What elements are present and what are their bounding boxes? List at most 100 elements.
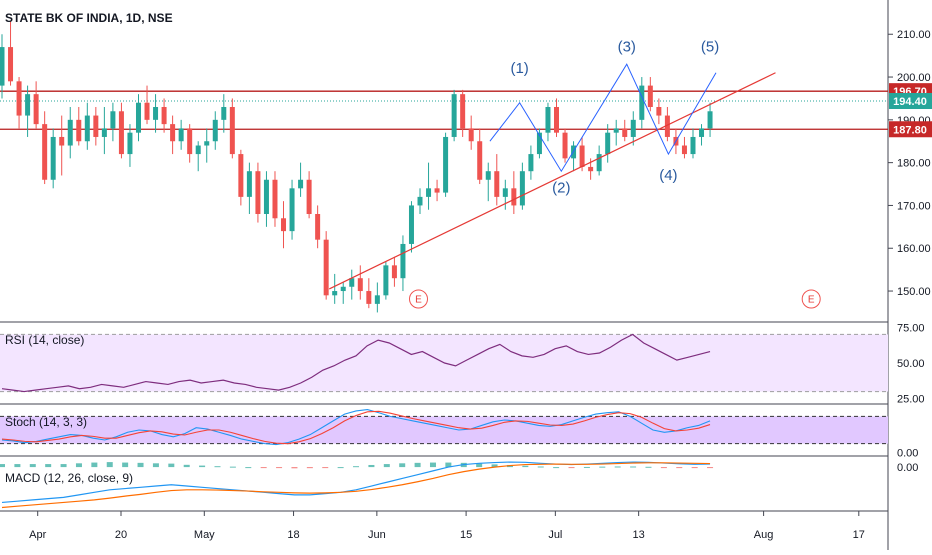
candle-body[interactable] <box>553 107 559 133</box>
candle-body[interactable] <box>161 107 167 125</box>
candle-body[interactable] <box>67 119 73 146</box>
candle-body[interactable] <box>263 179 269 214</box>
candle-body[interactable] <box>59 136 65 146</box>
candle-body[interactable] <box>485 171 491 180</box>
candle-body[interactable] <box>110 111 116 129</box>
candle-body[interactable] <box>707 111 713 129</box>
candle-body[interactable] <box>613 128 619 133</box>
candle-body[interactable] <box>315 214 321 240</box>
candle-body[interactable] <box>400 243 406 279</box>
candle-body[interactable] <box>664 115 670 137</box>
candle-body[interactable] <box>391 265 397 279</box>
candle-body[interactable] <box>639 85 645 120</box>
candle-body[interactable] <box>511 188 517 206</box>
trendline[interactable] <box>328 72 776 290</box>
candle-body[interactable] <box>596 154 602 172</box>
candle-body[interactable] <box>195 145 201 155</box>
candle-body[interactable] <box>144 102 150 120</box>
candle-body[interactable] <box>588 166 594 172</box>
macd-histogram-bar <box>137 462 144 468</box>
candle-body[interactable] <box>178 128 184 142</box>
stoch-k-line[interactable] <box>1 408 711 446</box>
candle-body[interactable] <box>101 128 107 137</box>
candle-body[interactable] <box>536 132 542 155</box>
stoch-d-line[interactable] <box>1 410 711 445</box>
candle-body[interactable] <box>118 111 124 155</box>
earnings-event-marker[interactable] <box>801 289 821 309</box>
candle-body[interactable] <box>170 124 176 142</box>
candle-body[interactable] <box>622 128 628 137</box>
candle-body[interactable] <box>281 218 287 232</box>
candle-body[interactable] <box>229 107 235 155</box>
elliott-wave-path[interactable] <box>489 63 717 173</box>
candle-body[interactable] <box>494 171 500 197</box>
candle-body[interactable] <box>221 107 227 120</box>
candle-body[interactable] <box>349 278 355 287</box>
candle-body[interactable] <box>246 171 252 197</box>
candle-body[interactable] <box>153 107 159 120</box>
candle-body[interactable] <box>519 171 525 206</box>
candle-body[interactable] <box>298 179 304 189</box>
earnings-event-marker[interactable] <box>409 289 428 309</box>
candle-body[interactable] <box>238 154 244 197</box>
candle-body[interactable] <box>690 136 696 155</box>
candle-body[interactable] <box>681 145 687 155</box>
candle-body[interactable] <box>545 107 551 133</box>
candle-body[interactable] <box>212 119 218 142</box>
candle-body[interactable] <box>699 128 705 137</box>
candle-body[interactable] <box>204 141 210 146</box>
candle-body[interactable] <box>8 47 14 82</box>
candle-body[interactable] <box>417 196 423 206</box>
candle-body[interactable] <box>579 145 585 167</box>
price-tick-label: 160.00 <box>897 243 931 255</box>
candle-body[interactable] <box>33 94 39 125</box>
earnings-event-label: E <box>415 295 422 306</box>
candle-body[interactable] <box>135 102 141 133</box>
candle-body[interactable] <box>468 128 474 142</box>
wave-label: (1) <box>510 60 528 77</box>
candle-body[interactable] <box>434 188 440 193</box>
candle-body[interactable] <box>340 286 346 292</box>
candle-body[interactable] <box>255 171 261 214</box>
candle-body[interactable] <box>408 205 414 244</box>
candle-body[interactable] <box>357 278 363 292</box>
candle-body[interactable] <box>451 94 457 137</box>
candle-body[interactable] <box>460 94 466 129</box>
macd-histogram-bar <box>491 464 498 468</box>
candle-body[interactable] <box>93 115 99 137</box>
candle-body[interactable] <box>187 128 193 155</box>
candle-body[interactable] <box>76 119 82 142</box>
candle-body[interactable] <box>426 188 432 197</box>
candle-body[interactable] <box>656 107 662 116</box>
candle-body[interactable] <box>289 188 295 232</box>
candle-body[interactable] <box>374 295 380 304</box>
candle-body[interactable] <box>605 132 611 155</box>
candle-body[interactable] <box>25 94 31 116</box>
macd-histogram-bar <box>645 466 652 468</box>
candle-body[interactable] <box>16 81 22 116</box>
candle-body[interactable] <box>50 136 56 180</box>
candle-body[interactable] <box>332 291 338 296</box>
candle-body[interactable] <box>42 124 48 180</box>
rsi-line[interactable] <box>1 333 711 393</box>
candle-body[interactable] <box>443 136 449 193</box>
candle-body[interactable] <box>477 141 483 180</box>
macd-histogram-bar <box>29 464 36 468</box>
candle-body[interactable] <box>502 188 508 197</box>
candle-body[interactable] <box>0 47 5 86</box>
candle-body[interactable] <box>366 291 372 304</box>
candle-body[interactable] <box>272 179 278 219</box>
candle-body[interactable] <box>383 265 389 296</box>
candle-body[interactable] <box>528 154 534 172</box>
candle-body[interactable] <box>306 179 312 214</box>
candle-body[interactable] <box>127 132 133 155</box>
candle-body[interactable] <box>562 132 568 159</box>
candle-body[interactable] <box>84 115 90 142</box>
candle-body[interactable] <box>647 85 653 107</box>
macd-signal-line[interactable] <box>1 462 711 509</box>
candle-body[interactable] <box>323 239 329 296</box>
candle-body[interactable] <box>630 119 636 137</box>
macd-histogram-bar <box>691 467 698 469</box>
